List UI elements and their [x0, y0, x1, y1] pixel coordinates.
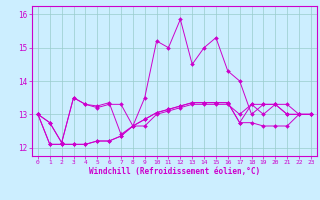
X-axis label: Windchill (Refroidissement éolien,°C): Windchill (Refroidissement éolien,°C)	[89, 167, 260, 176]
